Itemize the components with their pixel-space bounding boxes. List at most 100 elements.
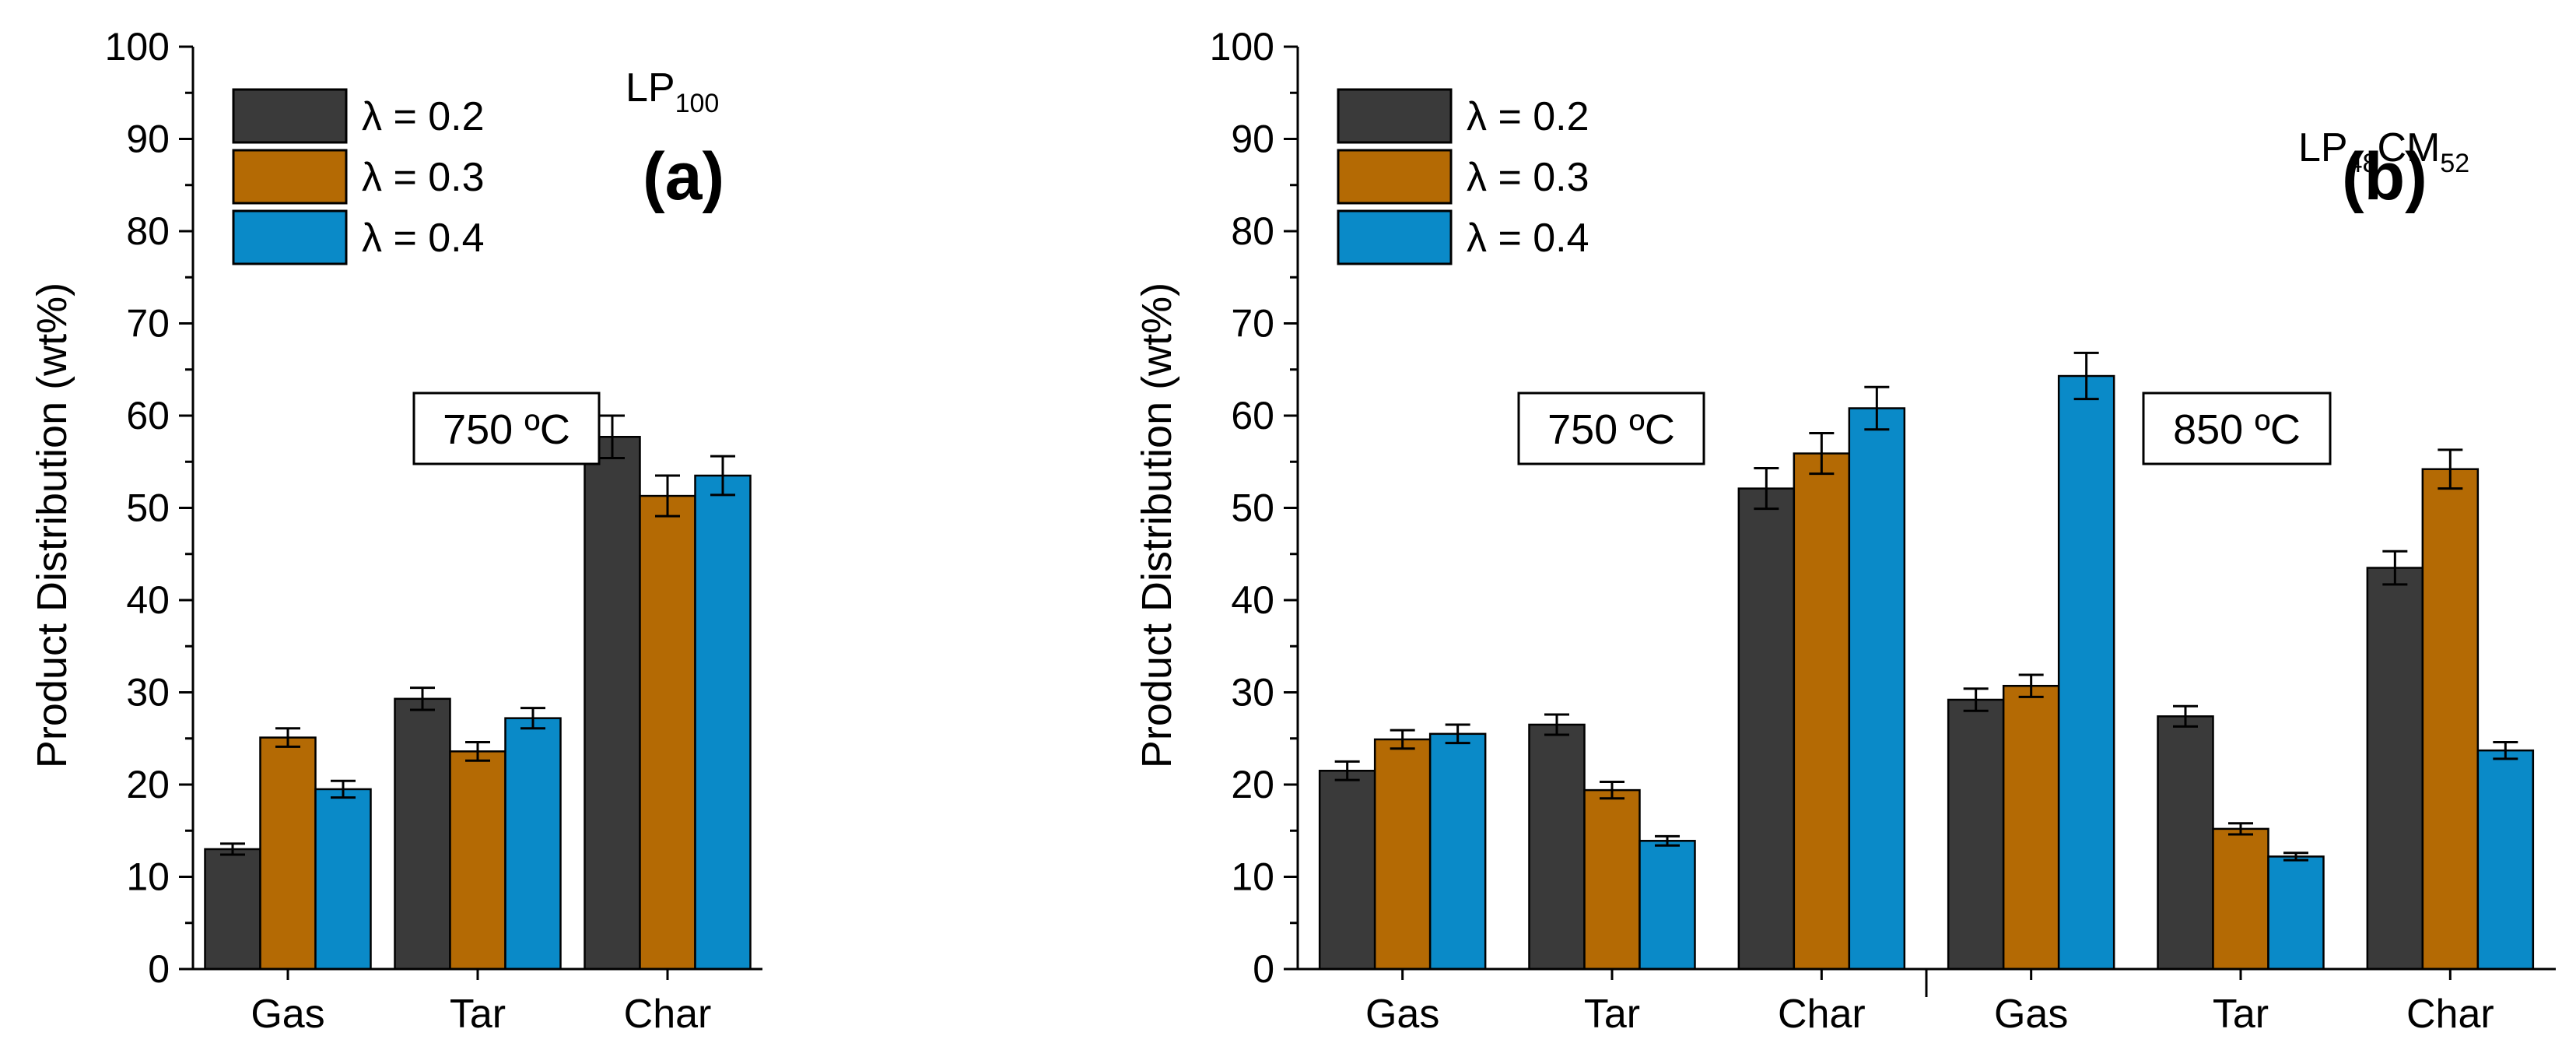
- bar-char-s0-g0: [584, 436, 641, 971]
- panel-letter-b: (b): [2342, 139, 2427, 214]
- bar-char-s2-g0: [1848, 407, 1906, 971]
- y-tick-label: 30: [1231, 671, 1274, 715]
- y-tick-label: 70: [1231, 302, 1274, 346]
- y-tick-label: 100: [105, 25, 170, 68]
- y-tick-label: 20: [126, 763, 170, 806]
- y-tick-label: 100: [1210, 25, 1274, 68]
- temperature-box-b1: 750 ºC: [1517, 392, 1705, 465]
- y-tick-label: 0: [148, 947, 170, 991]
- legend-swatch-0: [232, 88, 348, 144]
- temperature-box-a: 750 ºC: [412, 392, 601, 465]
- legend-a: λ = 0.2 λ = 0.3 λ = 0.4: [232, 88, 485, 265]
- errorbar-gas-s0-g0: [220, 842, 245, 856]
- errorbar-char-s2-g0: [1864, 385, 1890, 431]
- legend-swatch-0: [1337, 88, 1453, 144]
- errorbars-a: [220, 414, 735, 856]
- y-tick-label: 50: [1231, 486, 1274, 530]
- bars-a: [204, 436, 752, 971]
- bar-tar-s1-g0: [1583, 788, 1641, 971]
- bar-tar-s2-g1: [2267, 855, 2325, 971]
- legend-swatch-2: [232, 209, 348, 265]
- errorbar-char-s0-g0: [1754, 467, 1779, 511]
- legend-swatch-2: [1337, 209, 1453, 265]
- category-label-tar-g0: Tar: [450, 992, 506, 1037]
- panel-a: Gas Tar Char 0 10 20 30 40 50 60 70 80 90 100 Product…: [29, 25, 762, 1037]
- y-tick-label: 40: [1231, 578, 1274, 622]
- bar-char-s2-g1: [2476, 749, 2535, 971]
- bar-tar-s0-g0: [1528, 723, 1586, 971]
- category-label-gas-g0: Gas: [1365, 992, 1439, 1037]
- bar-gas-s1-g0: [1373, 738, 1432, 971]
- errorbar-tar-s1-g0: [465, 740, 490, 762]
- errorbar-char-s1-g0: [1809, 432, 1835, 476]
- errorbar-gas-s1-g0: [1390, 729, 1415, 750]
- category-label-char-g0: Char: [624, 992, 712, 1037]
- bar-char-s1-g1: [2421, 468, 2480, 971]
- legend-label-1: λ = 0.3: [1467, 155, 1589, 200]
- errorbar-gas-s2-g1: [2073, 351, 2099, 401]
- legend-label-2: λ = 0.4: [362, 216, 485, 261]
- y-tick-label: 60: [126, 394, 170, 437]
- bar-gas-s2-g0: [1428, 732, 1487, 971]
- category-label-char-g0: Char: [1778, 992, 1866, 1037]
- errorbar-tar-s0-g0: [410, 687, 435, 711]
- category-label-gas-g0: Gas: [251, 992, 324, 1037]
- legend-label-0: λ = 0.2: [1467, 94, 1589, 139]
- legend-swatch-1: [1337, 149, 1453, 205]
- y-tick-label: 10: [126, 855, 170, 899]
- y-axis-title-a: Product Distribution (wt%): [29, 283, 75, 768]
- errorbar-gas-s2-g0: [1445, 723, 1470, 745]
- y-tick-label: 80: [1231, 209, 1274, 253]
- errorbars-b: [1334, 351, 2518, 862]
- y-tick-label: 90: [126, 118, 170, 161]
- bars-b: [1318, 374, 2535, 971]
- bar-gas-s1-g1: [2002, 684, 2060, 971]
- category-label-tar-g1: Tar: [2213, 992, 2269, 1037]
- errorbar-gas-s0-g0: [1334, 760, 1360, 781]
- errorbar-gas-s2-g0: [331, 779, 356, 799]
- y-tick-label: 50: [126, 486, 170, 530]
- category-label-tar-g0: Tar: [1584, 992, 1640, 1037]
- errorbar-char-s0-g0: [600, 414, 625, 460]
- bar-tar-s1-g1: [2212, 827, 2269, 971]
- legend-label-1: λ = 0.3: [362, 155, 485, 200]
- bar-gas-s2-g0: [314, 788, 372, 971]
- errorbar-char-s2-g1: [2493, 740, 2518, 760]
- temperature-label-b1: 750 ºC: [1547, 406, 1675, 453]
- bar-char-s2-g0: [694, 474, 752, 971]
- bar-gas-s2-g1: [2057, 374, 2115, 971]
- bar-tar-s1-g0: [449, 750, 506, 971]
- errorbar-tar-s1-g0: [1600, 780, 1624, 800]
- y-tick-label: 40: [126, 578, 170, 622]
- errorbar-char-s1-g0: [655, 474, 680, 518]
- legend-label-0: λ = 0.2: [362, 94, 485, 139]
- temperature-box-b2: 850 ºC: [2142, 392, 2332, 465]
- bar-gas-s0-g1: [1947, 698, 2005, 971]
- bar-char-s1-g0: [639, 494, 696, 971]
- legend-swatch-1: [232, 149, 348, 205]
- y-tick-label: 10: [1231, 855, 1274, 899]
- category-label-gas-g1: Gas: [1994, 992, 2068, 1037]
- bar-tar-s2-g0: [1638, 840, 1696, 971]
- axes-a: Gas Tar Char 0 10 20 30 40 50 60 70 80 90 100: [105, 25, 762, 1037]
- bar-char-s1-g0: [1793, 452, 1851, 971]
- panel-letter-a: (a): [643, 139, 724, 214]
- errorbar-char-s2-g0: [710, 455, 735, 497]
- errorbar-tar-s2-g0: [1655, 834, 1680, 847]
- y-tick-label: 70: [126, 302, 170, 346]
- errorbar-char-s1-g1: [2438, 448, 2463, 490]
- bar-tar-s2-g0: [504, 717, 562, 971]
- bar-gas-s1-g0: [259, 736, 317, 971]
- legend-label-2: λ = 0.4: [1467, 216, 1589, 261]
- category-label-char-g1: Char: [2406, 992, 2494, 1037]
- errorbar-tar-s0-g0: [1544, 713, 1569, 736]
- errorbar-gas-s1-g0: [275, 727, 300, 748]
- y-tick-label: 80: [126, 209, 170, 253]
- bar-tar-s0-g1: [2157, 715, 2214, 971]
- bar-tar-s0-g0: [394, 697, 451, 971]
- y-tick-label: 0: [1253, 947, 1274, 991]
- panel-b: Gas Tar Char Gas Tar Char 0 10 20 30 40 50 60 70 80 90 1…: [1134, 25, 2556, 1037]
- panel-title-b: LP48CM52: [2298, 125, 2469, 178]
- temperature-label-b2: 850 ºC: [2173, 406, 2301, 453]
